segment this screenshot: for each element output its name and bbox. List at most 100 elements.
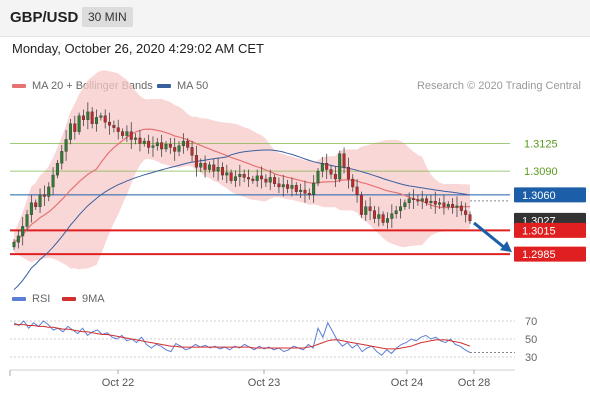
candle-body <box>177 145 181 152</box>
candle-body <box>247 177 251 180</box>
candle-body <box>90 111 94 124</box>
ma9-swatch <box>62 297 76 301</box>
legend-9ma: 9MA <box>62 293 105 305</box>
candle-body <box>125 131 129 136</box>
timeframe-badge[interactable]: 30 MIN <box>82 7 133 27</box>
candle-body <box>233 176 237 181</box>
candle-body <box>281 184 285 188</box>
candle-body <box>29 202 33 215</box>
candle-body <box>368 206 372 211</box>
candle-body <box>320 163 324 172</box>
candle-body <box>77 115 81 132</box>
candle-body <box>290 185 294 189</box>
candle-body <box>338 153 342 180</box>
rsi-plot: 70 50 30 <box>10 316 537 364</box>
candle-body <box>273 177 277 184</box>
candle-body <box>351 178 355 188</box>
candle-body <box>346 166 350 180</box>
candle-body <box>464 210 468 215</box>
candle-body <box>312 182 316 196</box>
candle-body <box>329 169 333 175</box>
candle-body <box>277 183 281 188</box>
legend-rsi: RSI <box>12 293 50 305</box>
candle-body <box>459 205 463 211</box>
candle-body <box>442 202 446 207</box>
candle-body <box>372 210 376 219</box>
candle-body <box>307 193 311 196</box>
candle-body <box>394 210 398 214</box>
candle-body <box>112 125 116 128</box>
candle-body <box>38 194 42 207</box>
candle-body <box>299 189 303 192</box>
candle-body <box>168 144 172 148</box>
candle-body <box>64 139 68 152</box>
candle-body <box>242 174 246 178</box>
legend-rsi-label: RSI <box>32 293 51 305</box>
x-tick-label-Oct-23: Oct 23 <box>248 377 280 389</box>
candle-body <box>325 163 329 170</box>
level-tag-1.2985 <box>514 246 586 262</box>
candle-body <box>355 186 359 196</box>
candle-body <box>42 194 46 197</box>
candle-body <box>129 131 133 140</box>
x-tick-label-Oct-24: Oct 24 <box>391 377 423 389</box>
candle-body <box>203 163 207 170</box>
candle-body <box>47 186 51 197</box>
forecast-arrow-head <box>500 241 512 253</box>
candle-body <box>186 140 190 148</box>
candle-body <box>95 117 99 124</box>
candle-body <box>55 163 59 176</box>
credit-text: Research © 2020 Trading Central <box>416 80 581 92</box>
level-tag-1.3015 <box>514 222 586 238</box>
candle-body <box>446 204 450 207</box>
candle-body <box>420 198 424 202</box>
ma20-line <box>13 128 471 243</box>
candle-body <box>190 147 194 156</box>
candle-body <box>60 151 64 164</box>
candle-body <box>255 175 259 181</box>
candle-body <box>433 200 437 205</box>
candle-body <box>151 145 155 148</box>
rsi-tick-70: 70 <box>525 316 537 328</box>
candle-body <box>99 115 103 118</box>
candle-body <box>385 218 389 223</box>
top-bar: GBP/USD 30 MIN <box>0 0 590 37</box>
candle-body <box>68 123 72 140</box>
candle-body <box>359 194 363 215</box>
level-label-1.3125: 1.3125 <box>524 138 558 150</box>
candle-body <box>164 144 168 150</box>
candle-body <box>225 172 229 176</box>
level-label-1.2985: 1.2985 <box>522 249 556 261</box>
candle-body <box>429 200 433 203</box>
candle-body <box>181 140 185 147</box>
candle-body <box>294 185 298 192</box>
candle-body <box>399 206 403 211</box>
candle-body <box>412 198 416 200</box>
legend-ma50: MA 50 <box>157 80 208 92</box>
candle-body <box>264 178 268 183</box>
candle-body <box>155 142 159 147</box>
candle-body <box>138 137 142 144</box>
legend-9ma-label: 9MA <box>82 293 105 305</box>
candle-body <box>451 204 455 208</box>
candle-body <box>16 235 20 243</box>
level-label-1.3060: 1.3060 <box>522 190 556 202</box>
candle-body <box>108 121 112 126</box>
candle-body <box>116 127 120 132</box>
candle-body <box>238 174 242 177</box>
candle-body <box>12 242 16 248</box>
candle-body <box>134 137 138 140</box>
level-label-1.3090: 1.3090 <box>524 166 558 178</box>
rsi-ma-line <box>14 324 471 350</box>
bollinger-band <box>14 70 470 270</box>
candle-body <box>25 214 29 227</box>
candle-body <box>216 166 220 172</box>
candle-body <box>260 175 264 180</box>
candle-body <box>364 206 368 215</box>
candle-body <box>207 164 211 170</box>
candle-body <box>316 170 320 184</box>
candle-body <box>229 172 233 181</box>
instrument-name: GBP/USD <box>10 9 79 26</box>
